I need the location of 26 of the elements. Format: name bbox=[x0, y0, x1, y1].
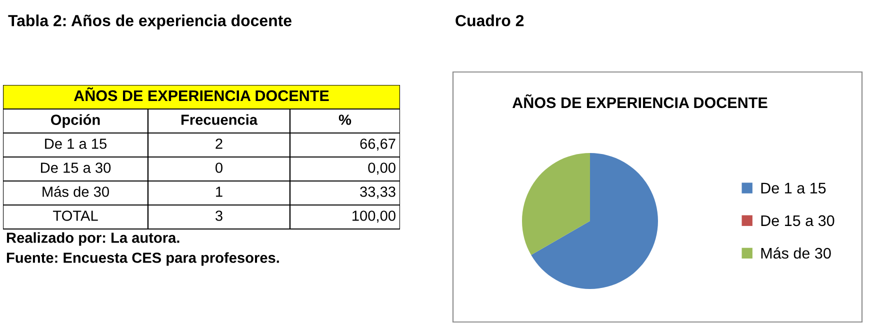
text: 2 bbox=[216, 138, 222, 149]
text: Opción bbox=[50, 114, 100, 128]
legend-label: Más de 30 bbox=[761, 247, 831, 259]
text: 1 bbox=[216, 186, 222, 197]
legend-label: De 1 a 15 bbox=[761, 182, 826, 194]
chart-subtitle: AÑOS DE EXPERIENCIA DOCENTE bbox=[512, 94, 768, 108]
text: Frecuencia bbox=[181, 114, 258, 125]
source-note: Fuente: Encuesta CES para profesores. bbox=[6, 252, 279, 266]
text: 3 bbox=[216, 210, 222, 221]
text: % bbox=[338, 114, 352, 125]
pie-slice bbox=[531, 153, 658, 289]
text: 66,67 bbox=[360, 138, 396, 151]
text: 100,00 bbox=[352, 210, 396, 223]
text: 33,33 bbox=[360, 186, 396, 199]
category-label: TOTAL bbox=[52, 210, 98, 221]
category-label: De 15 a 30 bbox=[41, 162, 111, 173]
text: AÑOS DE EXPERIENCIA DOCENTE bbox=[74, 87, 329, 102]
category-label: De 1 a 15 bbox=[45, 138, 107, 149]
chart-title: Cuadro 2 bbox=[456, 14, 524, 26]
pie-slice bbox=[522, 153, 590, 255]
legend-label: De 15 a 30 bbox=[761, 215, 834, 226]
text: Realizado por: La autora. bbox=[6, 232, 180, 246]
text: 0 bbox=[216, 162, 222, 173]
text: 0,00 bbox=[368, 162, 396, 175]
category-label: Más de 30 bbox=[42, 186, 109, 197]
text: Tabla 2: Años de experiencia docente bbox=[8, 14, 292, 30]
